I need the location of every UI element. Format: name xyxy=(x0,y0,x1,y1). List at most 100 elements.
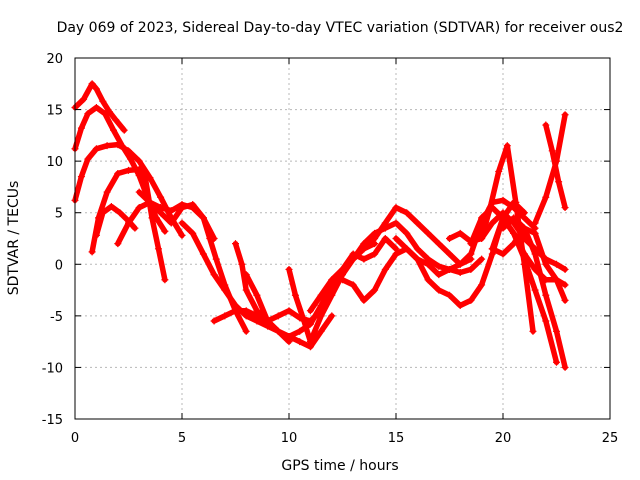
data-point xyxy=(531,286,539,294)
data-point xyxy=(561,111,569,119)
data-point xyxy=(253,307,261,315)
data-point xyxy=(114,240,122,248)
data-point xyxy=(146,198,154,206)
data-point xyxy=(381,219,389,227)
data-point xyxy=(499,250,507,258)
data-point xyxy=(413,219,421,227)
data-point xyxy=(110,126,118,134)
data-point xyxy=(360,296,368,304)
data-point xyxy=(189,229,197,237)
series-track-04 xyxy=(88,165,169,284)
series-track-20 xyxy=(488,214,560,366)
data-point xyxy=(210,317,218,325)
data-point xyxy=(221,286,229,294)
data-point xyxy=(413,245,421,253)
data-point xyxy=(120,126,128,134)
x-tick-label: 10 xyxy=(281,431,298,446)
data-point xyxy=(306,307,314,315)
series-layer xyxy=(71,80,569,371)
data-point xyxy=(553,260,560,268)
x-tick-label: 20 xyxy=(495,431,512,446)
data-point xyxy=(456,260,464,268)
y-tick-label: -5 xyxy=(50,310,63,325)
data-point xyxy=(92,104,100,112)
data-point xyxy=(349,255,357,263)
data-point xyxy=(349,281,357,289)
data-point xyxy=(561,281,569,289)
data-point xyxy=(531,229,539,237)
series-track-23 xyxy=(542,121,569,212)
data-point xyxy=(548,147,556,155)
data-point xyxy=(542,121,550,129)
tick-layer: 0 5 10 15 20 25 -15 -10 -5 0 5 10 15 20 xyxy=(42,52,619,446)
data-point xyxy=(199,214,207,222)
data-point xyxy=(456,302,464,310)
data-point xyxy=(107,203,115,211)
data-point xyxy=(125,219,132,227)
data-point xyxy=(328,291,336,299)
data-point xyxy=(306,338,314,346)
x-tick-label: 15 xyxy=(388,431,405,446)
chart-title: Day 069 of 2023, Sidereal Day-to-day VTE… xyxy=(57,20,624,36)
data-point xyxy=(561,296,569,304)
data-point xyxy=(499,196,507,204)
data-point xyxy=(135,157,143,165)
data-point xyxy=(467,250,475,258)
data-point xyxy=(403,245,411,253)
data-point xyxy=(360,245,368,253)
data-point xyxy=(456,269,464,277)
data-point xyxy=(488,245,496,253)
data-point xyxy=(103,188,111,196)
data-point xyxy=(317,312,325,320)
data-point xyxy=(499,214,507,222)
data-point xyxy=(371,286,379,294)
data-point xyxy=(114,170,122,178)
data-point xyxy=(296,327,304,335)
data-point xyxy=(92,145,100,153)
data-point xyxy=(80,95,88,103)
data-point xyxy=(467,296,475,304)
data-point xyxy=(520,224,528,232)
data-point xyxy=(210,271,218,279)
data-point xyxy=(446,235,453,242)
data-point xyxy=(520,255,528,263)
data-point xyxy=(392,235,400,242)
data-point xyxy=(206,235,214,242)
series-line xyxy=(72,81,127,133)
data-point xyxy=(317,291,325,299)
data-point xyxy=(542,193,550,201)
data-point xyxy=(488,219,496,227)
data-point xyxy=(553,358,560,366)
data-point xyxy=(392,219,400,227)
data-point xyxy=(561,204,569,212)
data-point xyxy=(478,281,486,289)
data-point xyxy=(167,207,175,215)
data-point xyxy=(446,291,453,299)
data-point xyxy=(161,227,169,235)
data-point xyxy=(112,116,120,124)
data-point xyxy=(553,276,560,284)
data-point xyxy=(92,231,100,239)
data-point xyxy=(114,141,122,149)
data-point xyxy=(467,265,475,273)
data-point xyxy=(242,286,250,294)
series-track-24 xyxy=(488,224,569,304)
data-point xyxy=(510,240,518,248)
data-point xyxy=(520,209,528,217)
data-point xyxy=(84,155,92,163)
data-point xyxy=(381,265,389,273)
data-point xyxy=(542,291,550,299)
data-point xyxy=(561,265,569,273)
data-point xyxy=(392,250,400,258)
data-point xyxy=(435,271,443,279)
y-tick-label: 0 xyxy=(55,258,63,273)
data-point xyxy=(531,250,539,258)
data-point xyxy=(88,80,96,88)
data-point xyxy=(161,276,169,284)
data-point xyxy=(242,271,250,279)
data-point xyxy=(135,204,143,212)
data-point xyxy=(446,250,453,258)
data-point xyxy=(306,320,314,328)
data-point xyxy=(360,255,368,263)
data-point xyxy=(467,240,475,248)
